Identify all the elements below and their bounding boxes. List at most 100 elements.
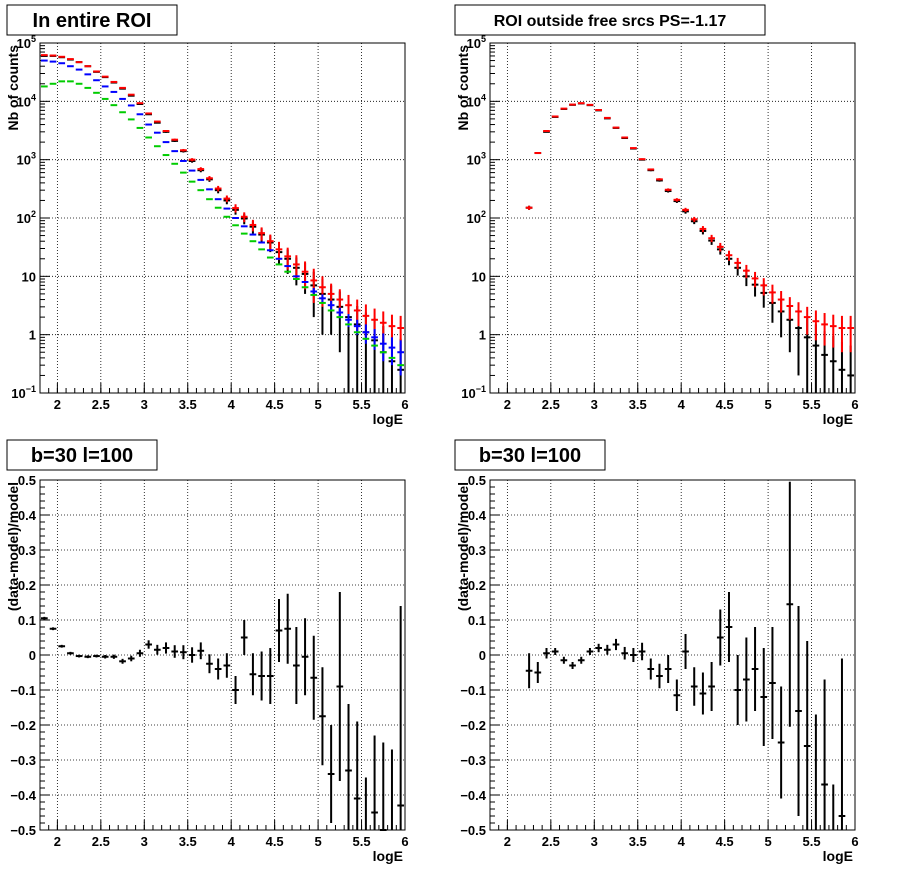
tick-label: 103: [467, 151, 486, 168]
data-point: [647, 168, 654, 170]
tick-label: 2.5: [92, 834, 110, 849]
data-point: [621, 137, 628, 138]
tick-label: 2: [504, 397, 511, 412]
x-axis-label: logE: [373, 411, 403, 427]
tick-label: 4: [678, 834, 686, 849]
tick-label: 102: [17, 209, 36, 226]
data-point: [111, 82, 118, 83]
data-point: [84, 66, 91, 67]
data-point: [613, 127, 620, 128]
chart-panel-3: 2 2.5 3 3.5 4 4.5 5 5.5 6 −0.5 −0.4 −0.3 −0.2 −0.1 0 0.…: [5, 440, 409, 864]
tick-label: 3: [591, 834, 598, 849]
data-point: [552, 116, 559, 117]
tick-label: 1: [29, 328, 36, 343]
data-point: [587, 105, 594, 106]
tick-label: 4: [678, 397, 686, 412]
tick-label: 3.5: [179, 834, 197, 849]
tick-label: 2: [504, 834, 511, 849]
tick-label: 3: [141, 834, 148, 849]
tick-label: 0.1: [18, 613, 36, 628]
tick-label: 2.5: [542, 397, 560, 412]
tick-label: 5: [314, 397, 321, 412]
data-point: [180, 149, 187, 152]
data-point: [163, 130, 170, 132]
tick-label: 2: [54, 834, 61, 849]
data-point: [84, 655, 91, 658]
tick-label: 5: [764, 834, 771, 849]
tick-label: 5.5: [803, 397, 821, 412]
tick-label: 103: [17, 151, 36, 168]
tick-label: 6: [401, 834, 408, 849]
data-point: [154, 121, 161, 122]
tick-label: −0.2: [10, 718, 36, 733]
x-axis-label: logE: [823, 848, 853, 864]
tick-label: −0.3: [10, 753, 36, 768]
data-point: [102, 76, 109, 77]
data-point: [595, 110, 602, 111]
data-point: [93, 655, 100, 658]
tick-label: 2: [54, 397, 61, 412]
tick-label: 4.5: [266, 834, 284, 849]
tick-label: 2.5: [92, 397, 110, 412]
tick-label: 0.1: [468, 613, 486, 628]
tick-label: 4: [228, 397, 236, 412]
y-axis-label: (data-model)/model: [455, 482, 471, 611]
tick-label: −0.5: [460, 823, 486, 838]
tick-label: 3: [141, 397, 148, 412]
tick-label: 4.5: [266, 397, 284, 412]
tick-label: −0.4: [460, 788, 486, 803]
data-point: [604, 118, 611, 119]
tick-label: 3: [591, 397, 598, 412]
data-point: [67, 652, 74, 655]
chart-title: b=30 l=100: [479, 445, 581, 467]
tick-label: 5: [314, 834, 321, 849]
data-point: [639, 158, 646, 160]
data-point: [569, 104, 576, 105]
tick-label: 6: [401, 397, 408, 412]
data-point: [137, 103, 144, 104]
tick-label: 0: [479, 648, 486, 663]
data-point: [630, 147, 637, 148]
tick-label: 5.5: [353, 834, 371, 849]
data-point: [128, 94, 135, 95]
chart-title: b=30 l=100: [31, 445, 133, 467]
tick-label: 5.5: [803, 834, 821, 849]
data-point: [41, 617, 48, 620]
tick-label: 6: [851, 834, 858, 849]
data-point: [543, 131, 550, 132]
y-axis-label: Nb of counts: [5, 45, 21, 131]
tick-label: 4: [228, 834, 236, 849]
data-point: [119, 88, 126, 89]
tick-label: −0.1: [10, 683, 36, 698]
tick-label: 5.5: [353, 397, 371, 412]
tick-label: 102: [467, 209, 486, 226]
data-point: [76, 655, 83, 658]
tick-label: 5: [764, 397, 771, 412]
data-point: [656, 178, 663, 180]
tick-label: 4.5: [716, 834, 734, 849]
tick-label: 3.5: [629, 397, 647, 412]
tick-label: −0.2: [460, 718, 486, 733]
data-point: [171, 139, 178, 141]
data-point: [50, 627, 57, 630]
y-axis-label: (data-model)/model: [5, 482, 21, 611]
tick-label: 0: [29, 648, 36, 663]
tick-label: 6: [851, 397, 858, 412]
tick-label: 1: [479, 328, 486, 343]
tick-label: 3.5: [629, 834, 647, 849]
tick-label: 2.5: [542, 834, 560, 849]
chart-title: ROI outside free srcs PS=-1.17: [494, 13, 727, 30]
data-point: [93, 71, 100, 72]
data-point: [58, 645, 65, 648]
tick-label: −0.5: [10, 823, 36, 838]
tick-label: −0.4: [10, 788, 36, 803]
data-point: [561, 108, 568, 109]
tick-label: 10: [22, 269, 36, 284]
data-point: [145, 113, 152, 114]
tick-label: 3.5: [179, 397, 197, 412]
